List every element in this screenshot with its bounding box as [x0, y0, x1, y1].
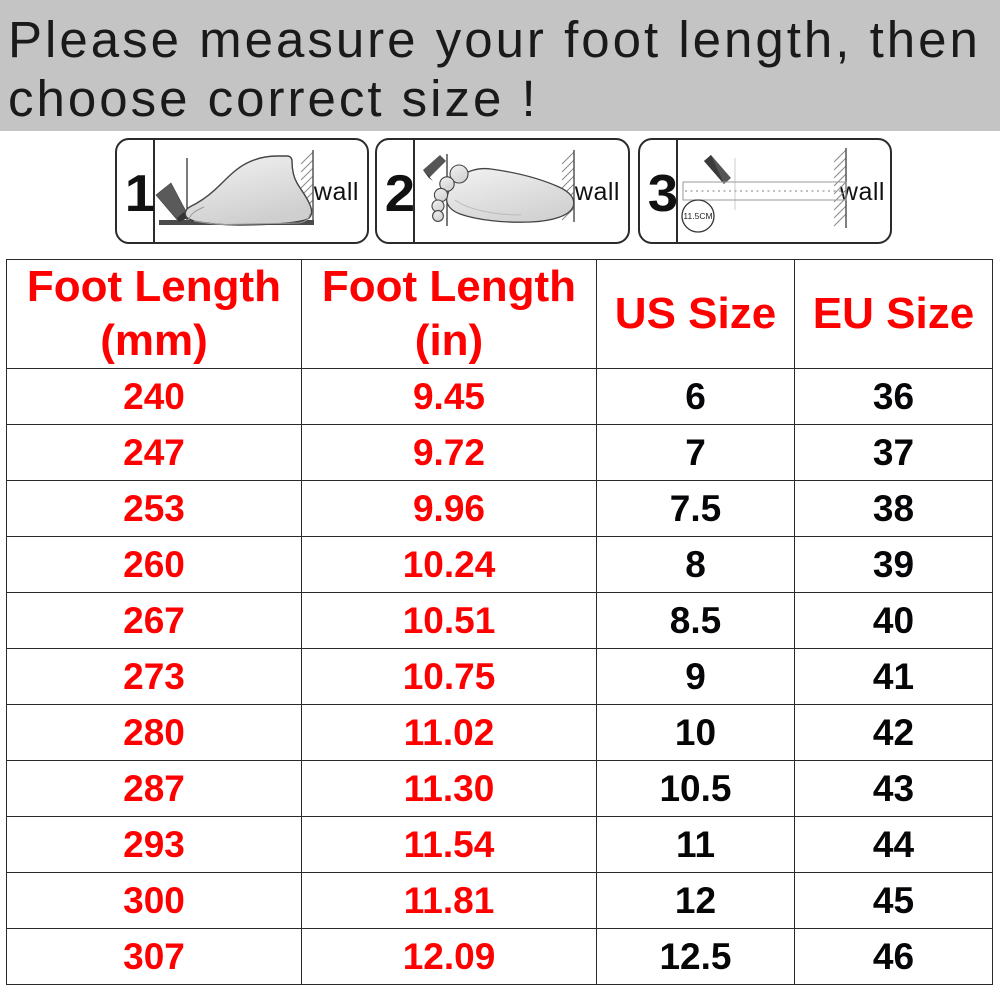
- svg-text:11.5CM: 11.5CM: [683, 211, 712, 221]
